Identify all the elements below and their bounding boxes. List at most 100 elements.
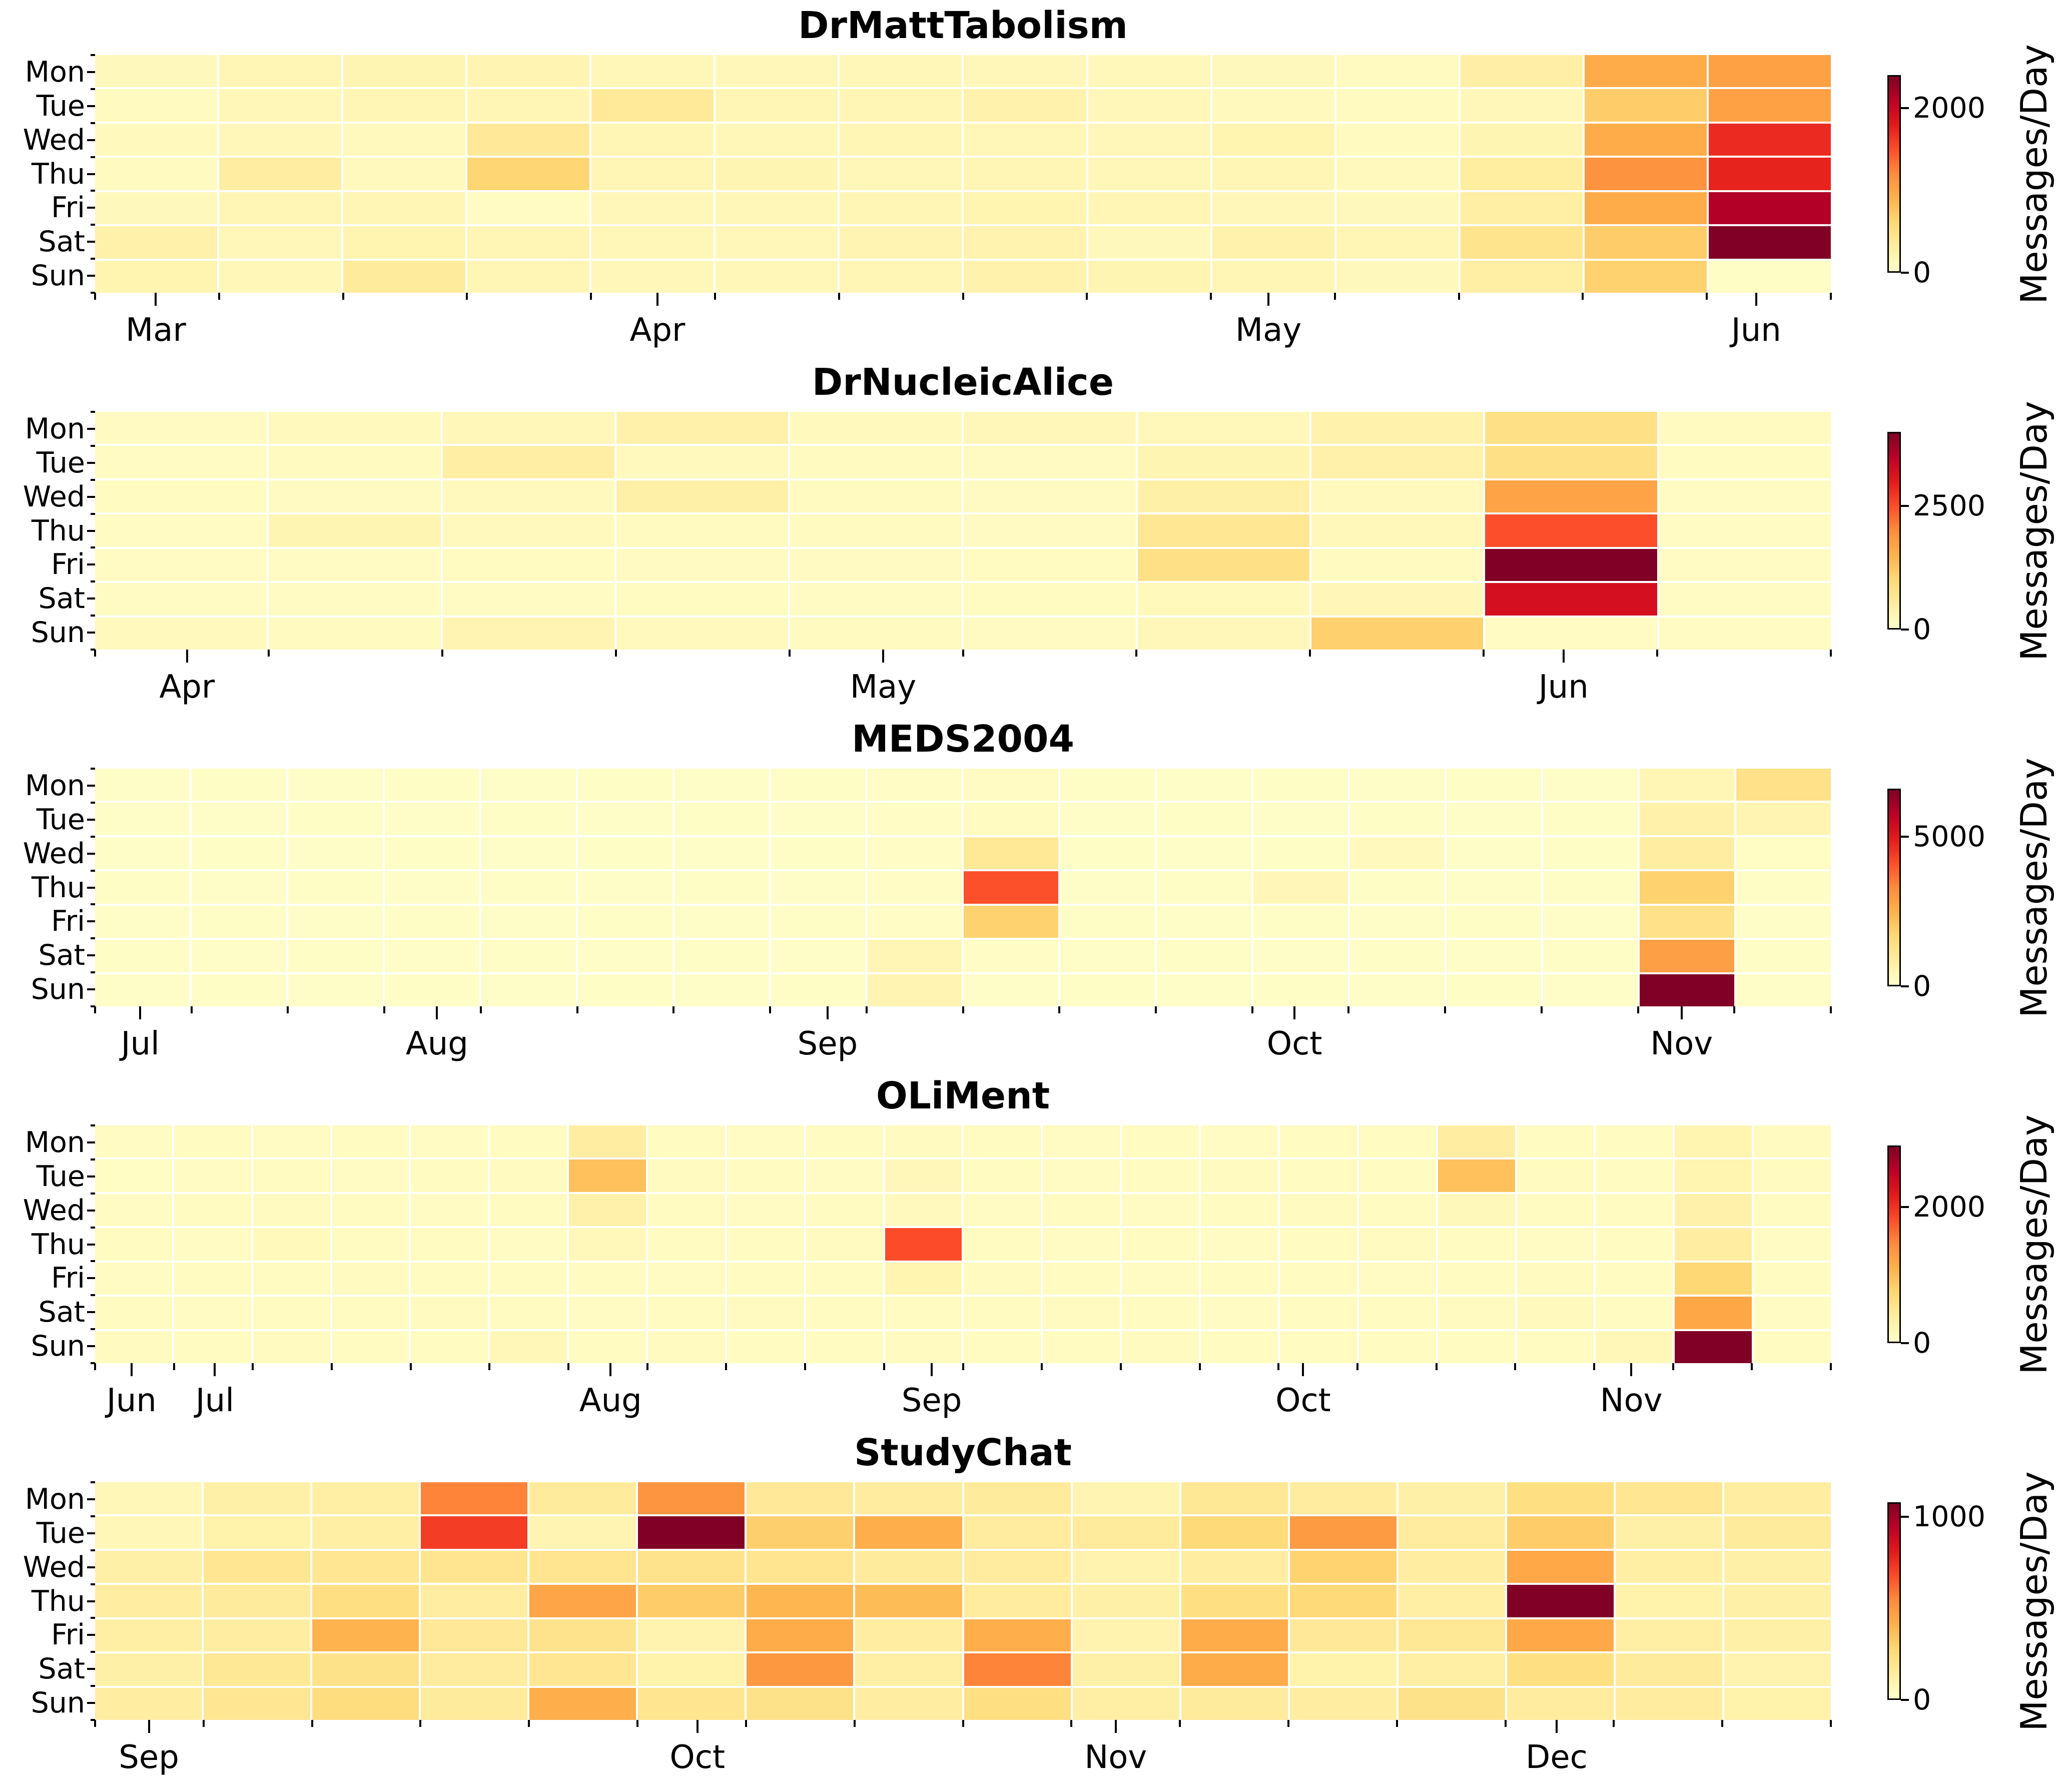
x-minor-tick-mark [441, 650, 443, 657]
heatmap-cell [529, 1687, 636, 1720]
y-tick-mark [87, 632, 95, 634]
heatmap-cell [964, 1653, 1071, 1686]
heatmap-cell [1289, 1550, 1397, 1583]
heatmap-cell [638, 1619, 745, 1652]
heatmap-cell [1398, 1619, 1505, 1652]
x-minor-tick-mark [646, 1363, 648, 1370]
heatmap-cell [219, 55, 342, 88]
x-minor-tick-mark [1198, 1363, 1201, 1370]
x-tick-label: Dec [1525, 1739, 1588, 1776]
heatmap-cell [481, 837, 576, 870]
heatmap-cell [885, 1331, 962, 1363]
heatmap-cell [467, 158, 590, 190]
x-minor-tick-mark [252, 1363, 254, 1370]
heatmap-cell [1659, 617, 1831, 650]
y-minor-tick-mark [91, 1719, 95, 1721]
heatmap-cell [1253, 837, 1348, 870]
heatmap-cell [1072, 1482, 1179, 1515]
heatmap-cell [253, 1228, 330, 1261]
heatmap-cell [727, 1125, 804, 1158]
y-minor-tick-mark [91, 1617, 95, 1619]
y-minor-tick-mark [91, 411, 95, 413]
x-minor-tick-mark [409, 1363, 412, 1370]
heatmap-grid [95, 1482, 1831, 1720]
heatmap-cell [1212, 89, 1334, 122]
heatmap-cell [577, 837, 672, 870]
x-minor-tick-mark [804, 1363, 807, 1370]
y-tick-mark [87, 105, 95, 107]
heatmap-cell [1336, 158, 1459, 190]
heatmap-cell [1157, 769, 1252, 801]
heatmap-cell [964, 974, 1059, 1006]
heatmap-cell [1350, 905, 1445, 938]
heatmap-cell [1088, 192, 1210, 225]
heatmap-cell [219, 192, 342, 225]
heatmap-cell [638, 1653, 745, 1686]
heatmap-cell [771, 940, 866, 972]
heatmap-cell [1584, 192, 1707, 225]
heatmap-cell [716, 158, 838, 190]
colorbar [1887, 789, 1901, 986]
heatmap-cell [421, 1619, 528, 1652]
x-minor-tick-mark [331, 1363, 333, 1370]
x-minor-tick-mark [590, 293, 592, 300]
heatmap-cell [95, 1687, 202, 1720]
heatmap-cell [204, 1687, 311, 1720]
y-tick-mark [87, 920, 95, 923]
heatmap-cell [616, 617, 789, 650]
heatmap-cell [204, 1516, 311, 1549]
panel-title: MEDS2004 [852, 718, 1074, 761]
heatmap-cell [95, 617, 267, 650]
heatmap-cell [1438, 1228, 1515, 1261]
heatmap-cell [191, 940, 286, 972]
y-tick-label: Tue [36, 803, 85, 836]
heatmap-cell [332, 1228, 409, 1261]
x-minor-tick-mark [788, 650, 791, 657]
heatmap-cell [1615, 1550, 1722, 1583]
heatmap-cell [1122, 1297, 1199, 1329]
heatmap-cell [648, 1228, 725, 1261]
heatmap-cell [1212, 226, 1334, 259]
heatmap-cell [1137, 548, 1310, 581]
heatmap-cell [885, 1125, 962, 1158]
y-tick-mark [87, 1702, 95, 1704]
heatmap-cell [885, 1194, 962, 1227]
x-tick-label: Sep [901, 1382, 962, 1419]
heatmap-cell [312, 1619, 419, 1652]
heatmap-cell [95, 123, 218, 156]
heatmap-cell [806, 1228, 883, 1261]
heatmap-cell [1584, 89, 1707, 122]
heatmap-cell [569, 1262, 646, 1295]
heatmap-cell [1398, 1482, 1505, 1515]
y-minor-tick-mark [91, 937, 95, 940]
x-minor-tick-mark [714, 293, 716, 300]
heatmap-cell [174, 1194, 251, 1227]
heatmap-cell [1754, 1125, 1831, 1158]
heatmap-cell [1507, 1619, 1614, 1652]
x-minor-tick-mark [1333, 293, 1336, 300]
x-tick-mark [826, 1006, 829, 1019]
y-tick-label: Wed [23, 1550, 85, 1584]
heatmap-cell [288, 940, 383, 972]
heatmap-cell [1311, 617, 1484, 650]
heatmap-cell [964, 1516, 1071, 1549]
y-tick-label: Sat [38, 225, 85, 259]
heatmap-cell [1438, 1331, 1515, 1363]
x-minor-tick-mark [1396, 1720, 1398, 1727]
heatmap-cell [616, 446, 789, 478]
colorbar-tick-mark [1901, 985, 1909, 987]
heatmap-cell [204, 1653, 311, 1686]
heatmap-cell [332, 1331, 409, 1363]
x-minor-tick-mark [1830, 1363, 1832, 1370]
heatmap-cell [1640, 905, 1735, 938]
heatmap-cell [442, 480, 614, 513]
colorbar-tick-label: 0 [1913, 1683, 1931, 1716]
y-tick-label: Sun [31, 259, 85, 293]
heatmap-cell [1640, 871, 1735, 904]
heatmap-cell [1438, 1194, 1515, 1227]
y-tick-mark [87, 1277, 95, 1280]
heatmap-cell [747, 1619, 854, 1652]
heatmap-cell [727, 1297, 804, 1329]
heatmap-cell [1675, 1159, 1752, 1192]
heatmap-cell [191, 837, 286, 870]
